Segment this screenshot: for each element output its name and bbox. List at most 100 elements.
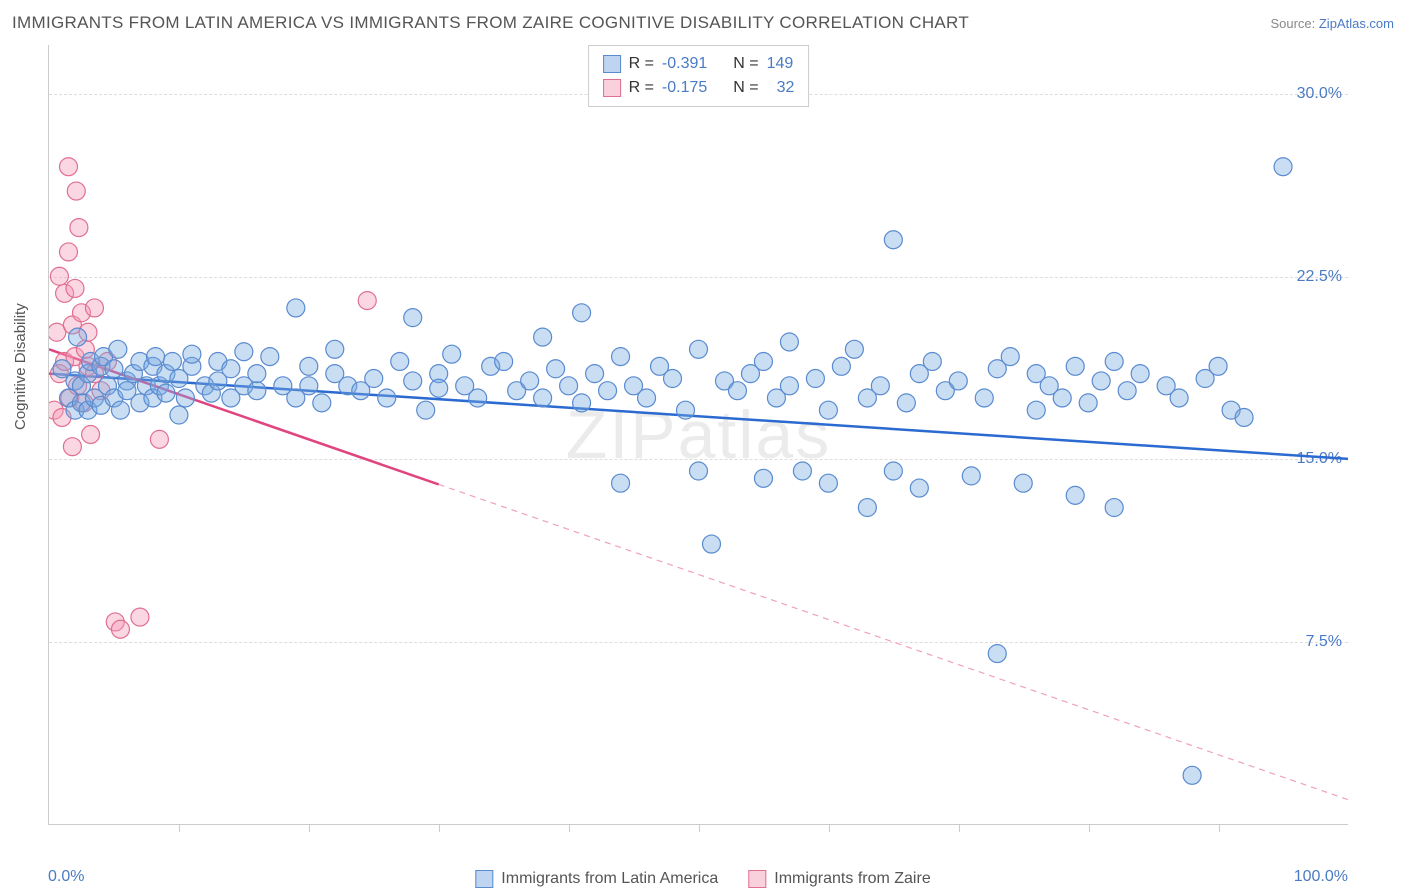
r-value-pink: -0.175 — [662, 76, 707, 100]
data-point-blue — [1105, 499, 1123, 517]
data-point-pink — [111, 620, 129, 638]
data-point-blue — [573, 394, 591, 412]
data-point-blue — [1079, 394, 1097, 412]
data-point-blue — [287, 299, 305, 317]
x-tick — [699, 824, 700, 832]
data-point-blue — [586, 365, 604, 383]
r-value-blue: -0.391 — [662, 52, 707, 76]
data-point-blue — [469, 389, 487, 407]
data-point-blue — [404, 372, 422, 390]
swatch-pink — [748, 870, 766, 888]
chart-title: IMMIGRANTS FROM LATIN AMERICA VS IMMIGRA… — [12, 13, 969, 33]
data-point-blue — [702, 535, 720, 553]
x-tick — [439, 824, 440, 832]
x-tick — [959, 824, 960, 832]
data-point-blue — [1014, 474, 1032, 492]
data-point-blue — [147, 348, 165, 366]
swatch-blue — [475, 870, 493, 888]
source-link[interactable]: ZipAtlas.com — [1319, 16, 1394, 31]
series-legend: Immigrants from Latin America Immigrants… — [475, 870, 930, 888]
data-point-blue — [1209, 357, 1227, 375]
data-point-blue — [858, 499, 876, 517]
legend-row-pink: R = -0.175 N = 32 — [603, 76, 795, 100]
x-axis-min-label: 0.0% — [48, 868, 84, 886]
data-point-blue — [871, 377, 889, 395]
data-point-blue — [897, 394, 915, 412]
r-label: R = — [629, 52, 654, 76]
data-point-blue — [819, 474, 837, 492]
data-point-blue — [728, 382, 746, 400]
swatch-pink — [603, 79, 621, 97]
data-point-blue — [949, 372, 967, 390]
data-point-blue — [690, 462, 708, 480]
data-point-blue — [1183, 766, 1201, 784]
data-point-blue — [326, 340, 344, 358]
data-point-blue — [560, 377, 578, 395]
data-point-blue — [690, 340, 708, 358]
data-point-blue — [1274, 158, 1292, 176]
data-point-blue — [845, 340, 863, 358]
data-point-pink — [67, 182, 85, 200]
data-point-blue — [443, 345, 461, 363]
scatter-svg — [49, 45, 1348, 824]
n-value-blue: 149 — [767, 52, 794, 76]
data-point-blue — [430, 379, 448, 397]
data-point-blue — [780, 333, 798, 351]
data-point-blue — [235, 343, 253, 361]
data-point-blue — [1066, 486, 1084, 504]
data-point-blue — [884, 462, 902, 480]
data-point-blue — [884, 231, 902, 249]
r-label: R = — [629, 76, 654, 100]
x-tick — [309, 824, 310, 832]
data-point-blue — [780, 377, 798, 395]
data-point-blue — [1053, 389, 1071, 407]
data-point-blue — [923, 352, 941, 370]
data-point-blue — [534, 328, 552, 346]
data-point-pink — [59, 243, 77, 261]
data-point-blue — [378, 389, 396, 407]
data-point-blue — [109, 340, 127, 358]
n-value-pink: 32 — [767, 76, 795, 100]
data-point-pink — [131, 608, 149, 626]
source-attribution: Source: ZipAtlas.com — [1270, 16, 1394, 31]
data-point-blue — [365, 370, 383, 388]
data-point-blue — [404, 309, 422, 327]
data-point-blue — [1027, 401, 1045, 419]
x-tick — [569, 824, 570, 832]
data-point-blue — [391, 352, 409, 370]
data-point-pink — [50, 267, 68, 285]
data-point-blue — [157, 384, 175, 402]
data-point-blue — [300, 377, 318, 395]
data-point-pink — [70, 219, 88, 237]
data-point-blue — [534, 389, 552, 407]
data-point-pink — [59, 158, 77, 176]
correlation-legend: R = -0.391 N = 149 R = -0.175 N = 32 — [588, 45, 810, 107]
data-point-blue — [962, 467, 980, 485]
data-point-pink — [150, 430, 168, 448]
data-point-pink — [63, 438, 81, 456]
legend-label-blue: Immigrants from Latin America — [501, 870, 718, 888]
data-point-blue — [261, 348, 279, 366]
data-point-blue — [176, 389, 194, 407]
data-point-blue — [521, 372, 539, 390]
data-point-blue — [910, 479, 928, 497]
chart-header: IMMIGRANTS FROM LATIN AMERICA VS IMMIGRA… — [12, 8, 1394, 38]
data-point-blue — [163, 352, 181, 370]
data-point-blue — [547, 360, 565, 378]
data-point-blue — [69, 328, 87, 346]
data-point-blue — [664, 370, 682, 388]
x-tick — [179, 824, 180, 832]
data-point-blue — [754, 469, 772, 487]
swatch-blue — [603, 55, 621, 73]
data-point-blue — [1170, 389, 1188, 407]
x-tick — [829, 824, 830, 832]
data-point-blue — [248, 365, 266, 383]
data-point-blue — [677, 401, 695, 419]
data-point-blue — [612, 474, 630, 492]
data-point-blue — [806, 370, 824, 388]
legend-item-pink: Immigrants from Zaire — [748, 870, 930, 888]
data-point-blue — [1131, 365, 1149, 383]
legend-label-pink: Immigrants from Zaire — [774, 870, 930, 888]
data-point-blue — [170, 406, 188, 424]
n-label: N = — [733, 52, 758, 76]
